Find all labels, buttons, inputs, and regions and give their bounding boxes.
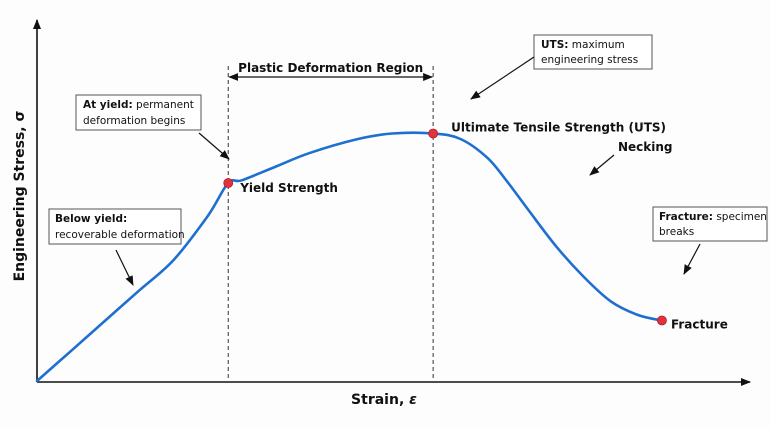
at-yield-line2: deformation begins bbox=[83, 115, 185, 127]
uts-box bbox=[533, 34, 653, 70]
at-yield-box bbox=[75, 94, 202, 131]
below-yield-text: recoverable deformation bbox=[55, 229, 185, 241]
uts-annotation: UTS: maximum engineering stress bbox=[470, 34, 653, 100]
fracture-line2: breaks bbox=[659, 226, 694, 238]
yield-point-marker bbox=[223, 178, 234, 188]
below-yield-pointer-arrow bbox=[115, 249, 134, 286]
at-yield-pointer-arrow bbox=[198, 132, 230, 160]
uts-line2: engineering stress bbox=[541, 54, 638, 66]
below-yield-heading: Below yield: bbox=[55, 213, 127, 225]
yield-strength-label: Yield Strength bbox=[239, 181, 338, 195]
fracture-annotation: Fracture: specimen breaks bbox=[652, 206, 768, 275]
x-axis-title: Strain, ε bbox=[351, 392, 417, 408]
stress-strain-curve bbox=[35, 131, 664, 383]
at-yield-line1: At yield: permanent bbox=[83, 99, 194, 111]
y-axis-title: Engineering Stress, σ bbox=[12, 111, 28, 282]
necking-pointer-arrow bbox=[589, 154, 615, 176]
fracture-point-marker bbox=[657, 315, 667, 326]
uts-pointer-arrow bbox=[470, 56, 535, 100]
fracture-pointer-arrow bbox=[683, 243, 701, 275]
plastic-region-label: Plastic Deformation Region bbox=[238, 61, 423, 75]
uts-point-marker bbox=[428, 128, 439, 139]
uts-label: Ultimate Tensile Strength (UTS) bbox=[451, 121, 666, 135]
fracture-label: Fracture bbox=[671, 318, 728, 332]
uts-line1: UTS: maximum bbox=[541, 39, 625, 51]
fracture-box bbox=[652, 206, 768, 242]
fracture-line1: Fracture: specimen bbox=[659, 211, 767, 223]
necking-label: Necking bbox=[618, 140, 673, 154]
below-yield-annotation: Below yield: recoverable deformation bbox=[48, 208, 185, 286]
at-yield-annotation: At yield: permanent deformation begins bbox=[75, 94, 230, 160]
below-yield-box bbox=[48, 208, 182, 245]
